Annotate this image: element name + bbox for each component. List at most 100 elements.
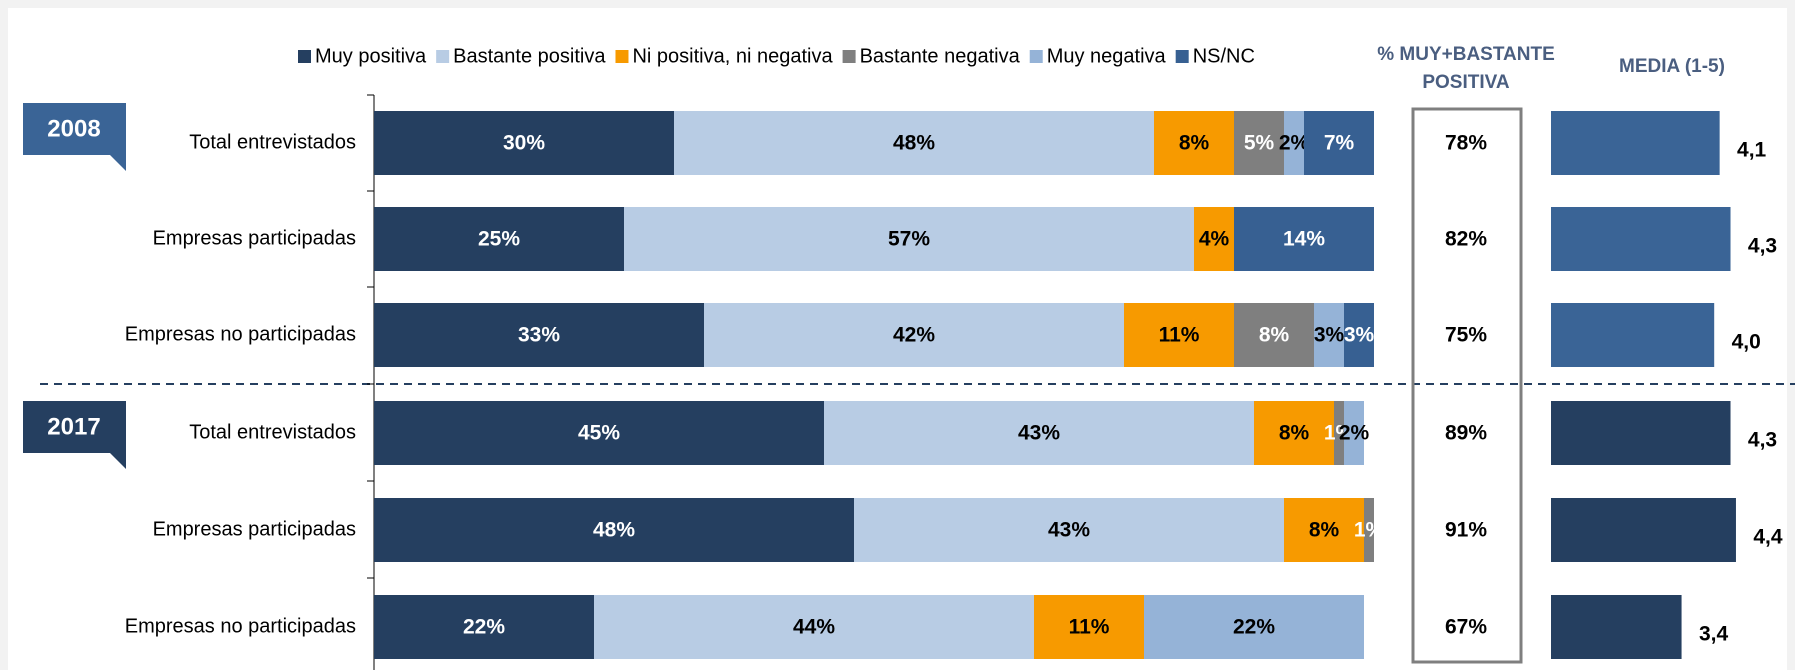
legend-swatch (1175, 50, 1189, 63)
legend-swatch (1029, 50, 1043, 63)
category-label: Empresas no participadas (125, 615, 356, 637)
segment-label: 8% (1309, 519, 1340, 542)
bar-segment (1364, 498, 1374, 562)
mean-label: 3,4 (1699, 623, 1729, 646)
segment-label: 48% (593, 519, 635, 542)
summary-title: POSITIVA (1422, 72, 1510, 93)
category-label: Total entrevistados (189, 131, 356, 153)
bar-segment (1314, 303, 1344, 367)
legend-label: Muy positiva (315, 45, 427, 67)
segment-label: 48% (893, 132, 935, 155)
bar-segment (704, 303, 1124, 367)
segment-label: 2% (1279, 132, 1310, 155)
legend-swatch (615, 50, 629, 63)
summary-value: 89% (1445, 422, 1487, 445)
mean-label: 4,0 (1732, 331, 1761, 354)
bar-segment (374, 401, 824, 465)
segment-label: 22% (1233, 616, 1275, 639)
category-label: Total entrevistados (189, 421, 356, 443)
legend-label: NS/NC (1193, 45, 1255, 67)
legend-label: Ni positiva, ni negativa (632, 45, 833, 67)
summary-box (1411, 107, 1523, 664)
segment-label: 4% (1199, 228, 1230, 251)
segment-label: 14% (1283, 228, 1325, 251)
segment-label: 43% (1018, 422, 1060, 445)
mean-label: 4,4 (1753, 526, 1783, 549)
category-label: Empresas participadas (153, 518, 356, 540)
mean-title: MEDIA (1-5) (1619, 56, 1725, 77)
bar-segment (374, 498, 854, 562)
year-tag-fold (110, 453, 126, 469)
bar-segment (374, 595, 594, 659)
legend-label: Muy negativa (1047, 45, 1167, 67)
bar-segment (1194, 207, 1234, 271)
segment-label: 25% (478, 228, 520, 251)
mean-bar (1551, 595, 1682, 659)
summary-value: 67% (1445, 616, 1487, 639)
bar-segment (1144, 595, 1364, 659)
summary-value: 82% (1445, 228, 1487, 251)
segment-label: 7% (1324, 132, 1355, 155)
segment-label: 11% (1159, 324, 1200, 347)
segment-label: 30% (503, 132, 545, 155)
bar-segment (1234, 111, 1284, 175)
bar-segment (594, 595, 1034, 659)
segment-label: 5% (1244, 132, 1275, 155)
bar-segment (674, 111, 1154, 175)
bar-segment (1344, 401, 1364, 465)
mean-bar (1551, 111, 1720, 175)
bar-segment (1234, 207, 1374, 271)
bar-segment (1284, 498, 1364, 562)
mean-bar (1551, 498, 1736, 562)
segment-label: 42% (893, 324, 935, 347)
bar-segment (1124, 303, 1234, 367)
bar-segment (824, 401, 1254, 465)
segment-label: 45% (578, 422, 620, 445)
legend-label: Bastante negativa (860, 45, 1021, 67)
bar-segment (1304, 111, 1374, 175)
year-tag (23, 401, 126, 453)
legend-label: Bastante positiva (453, 45, 606, 67)
year-tag-label: 2008 (47, 115, 100, 142)
year-tag (23, 103, 126, 155)
segment-label: 22% (463, 616, 505, 639)
legend-swatch (842, 50, 856, 63)
summary-title: % MUY+BASTANTE (1377, 44, 1555, 65)
mean-bar (1551, 207, 1731, 271)
summary-value: 78% (1445, 132, 1487, 155)
bar-segment (1344, 303, 1374, 367)
mean-label: 4,1 (1737, 139, 1767, 162)
bar-segment (1034, 595, 1144, 659)
bar-segment (1254, 401, 1334, 465)
segment-label: 43% (1048, 519, 1090, 542)
mean-bar (1551, 303, 1715, 367)
summary-value: 91% (1445, 519, 1487, 542)
segment-label: 3% (1314, 324, 1345, 347)
summary-value: 75% (1445, 324, 1487, 347)
segment-label: 33% (518, 324, 560, 347)
segment-label: 44% (793, 616, 835, 639)
bar-segment (374, 111, 674, 175)
bar-segment (1334, 401, 1344, 465)
legend-swatch (298, 50, 311, 63)
mean-label: 4,3 (1748, 429, 1777, 452)
bar-segment (374, 207, 624, 271)
mean-label: 4,3 (1748, 235, 1777, 258)
category-label: Empresas participadas (153, 227, 356, 249)
segment-label: 3% (1344, 324, 1375, 347)
bar-segment (374, 303, 704, 367)
mean-bar (1551, 401, 1731, 465)
segment-label: 8% (1179, 132, 1210, 155)
segment-label: 1% (1354, 519, 1385, 542)
bar-segment (1234, 303, 1314, 367)
segment-label: 2% (1339, 422, 1370, 445)
year-tag-label: 2017 (47, 413, 100, 440)
legend-swatch (436, 50, 450, 63)
segment-label: 11% (1069, 616, 1110, 639)
bar-segment (1154, 111, 1234, 175)
segment-label: 8% (1279, 422, 1310, 445)
year-tag-fold (110, 155, 126, 171)
category-label: Empresas no participadas (125, 323, 356, 345)
bar-segment (624, 207, 1194, 271)
